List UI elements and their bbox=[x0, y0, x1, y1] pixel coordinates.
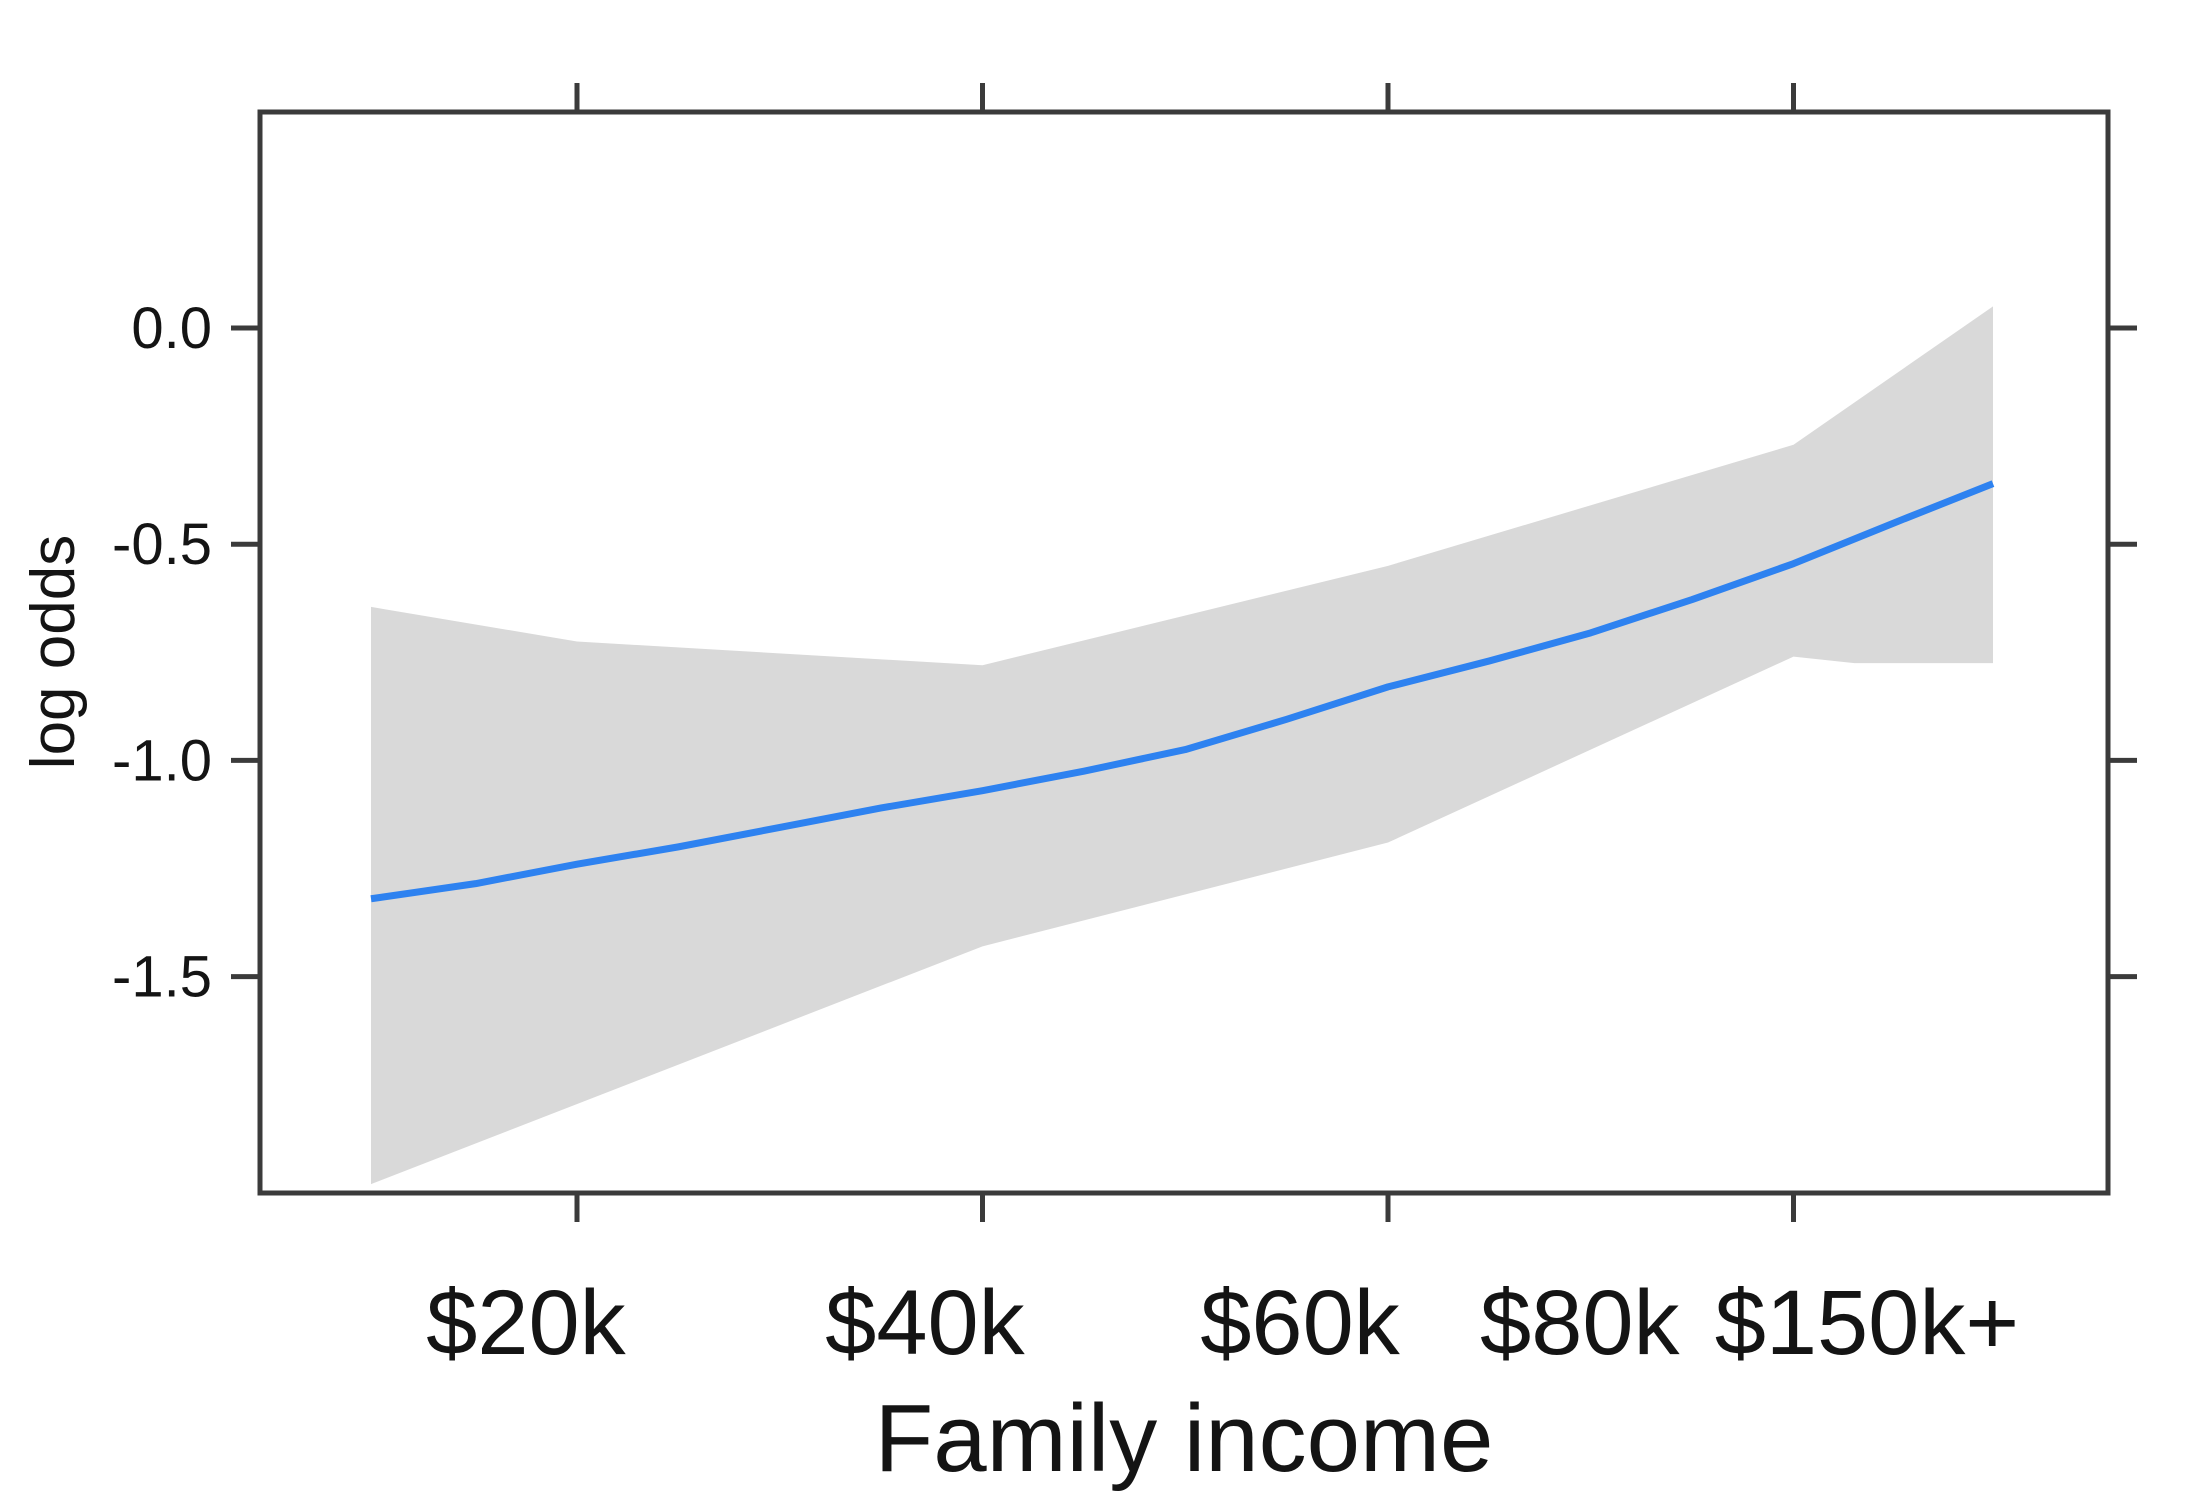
x-axis-tick-labels: $20k $40k $60k $80k $150k+ bbox=[426, 1272, 2019, 1374]
x-axis-title: Family income bbox=[875, 1385, 1494, 1492]
y-tick-label: -1.0 bbox=[112, 728, 212, 793]
y-axis-title: log odds bbox=[19, 535, 88, 769]
trend-line bbox=[370, 480, 1995, 903]
plot-frame bbox=[257, 109, 2111, 1196]
x-tick-label: $40k bbox=[825, 1272, 1025, 1374]
y-tick-label: -1.5 bbox=[112, 945, 212, 1010]
panel-border bbox=[257, 109, 2111, 1196]
y-tick-label: -0.5 bbox=[112, 512, 212, 577]
x-tick-label: $150k+ bbox=[1715, 1272, 2019, 1374]
fitted-line bbox=[370, 480, 1995, 903]
x-tick-label: $20k bbox=[426, 1272, 626, 1374]
x-tick-label: $80k bbox=[1480, 1272, 1680, 1374]
y-axis-ticks bbox=[231, 325, 2137, 980]
x-axis-ticks bbox=[574, 83, 1796, 1222]
confidence-band bbox=[371, 306, 1994, 1185]
x-tick-label: $60k bbox=[1200, 1272, 1400, 1374]
y-tick-label: 0.0 bbox=[131, 296, 212, 361]
confidence-band-area bbox=[371, 306, 1994, 1185]
y-axis-tick-labels: 0.0 -0.5 -1.0 -1.5 bbox=[112, 296, 212, 1010]
